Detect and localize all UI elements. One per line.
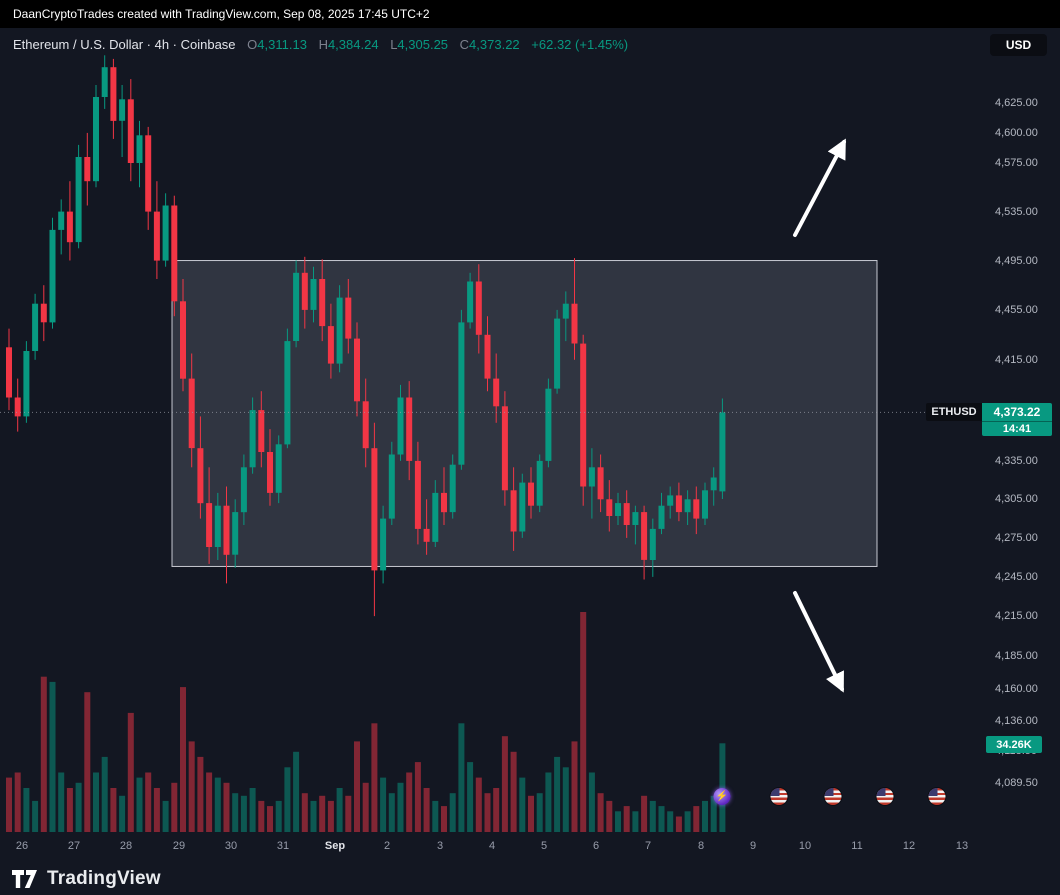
last-price-value: 4,373.22 (982, 403, 1052, 421)
time-label: 30 (224, 840, 238, 852)
last-price-badge: ETHUSD 4,373.22 (926, 403, 1052, 421)
price-tick: 4,160.00 (995, 683, 1038, 695)
high-value: 4,384.24 (327, 37, 379, 52)
time-label: 29 (172, 840, 186, 852)
price-tick: 4,089.50 (995, 777, 1038, 789)
change-value: +62.32 (+1.45%) (531, 37, 629, 52)
attribution-bar: DaanCryptoTrades created with TradingVie… (0, 0, 1060, 28)
price-tick: 4,185.00 (995, 650, 1038, 662)
price-tick: 4,575.00 (995, 157, 1038, 169)
time-label: 28 (119, 840, 133, 852)
time-label: 7 (644, 840, 652, 852)
close-label: C (459, 37, 470, 52)
footer-bar: TradingView (0, 862, 1060, 895)
symbol-chip: ETHUSD (926, 403, 982, 421)
bar-countdown: 14:41 (982, 421, 1052, 436)
price-tick: 4,335.00 (995, 455, 1038, 467)
time-label: 10 (798, 840, 812, 852)
volume-series (6, 612, 726, 832)
us-flag-icon[interactable] (876, 788, 894, 805)
us-flag-icon[interactable] (824, 788, 842, 805)
time-label: 11 (851, 840, 863, 852)
time-axis[interactable]: 26 27 28 29 30 31 Sep 2 3 4 5 6 7 8 9 10 11 12 13 (0, 832, 985, 862)
time-label: 12 (902, 840, 916, 852)
price-tick: 4,625.00 (995, 97, 1038, 109)
price-chart-canvas[interactable] (0, 28, 985, 832)
time-label: 3 (436, 840, 444, 852)
price-tick: 4,275.00 (995, 532, 1038, 544)
close-value: 4,373.22 (469, 37, 520, 52)
chart-legend: Ethereum / U.S. Dollar · 4h · Coinbase O… (13, 37, 628, 52)
open-label: O (247, 37, 258, 52)
time-label: 4 (488, 840, 496, 852)
attribution-text: DaanCryptoTrades created with TradingVie… (13, 7, 430, 21)
price-tick: 4,495.00 (995, 255, 1038, 267)
tradingview-logo-icon (12, 869, 37, 888)
currency-toggle-button[interactable]: USD (990, 34, 1047, 56)
tradingview-logo-text[interactable]: TradingView (47, 867, 161, 889)
time-label: 5 (540, 840, 548, 852)
high-label: H (318, 37, 328, 52)
price-tick: 4,136.00 (995, 715, 1038, 727)
time-label: 8 (697, 840, 705, 852)
price-tick: 4,415.00 (995, 354, 1038, 366)
time-label: Sep (324, 840, 346, 852)
time-label: 6 (592, 840, 600, 852)
time-label: 26 (15, 840, 29, 852)
time-label: 27 (67, 840, 81, 852)
open-value: 4,311.13 (257, 37, 307, 52)
price-tick: 4,600.00 (995, 127, 1038, 139)
symbol-title[interactable]: Ethereum / U.S. Dollar · 4h · Coinbase (13, 37, 236, 52)
lightning-spark-icon[interactable]: ⚡ (713, 788, 731, 805)
price-tick: 4,455.00 (995, 304, 1038, 316)
time-label: 9 (749, 840, 757, 852)
price-tick: 4,305.00 (995, 493, 1038, 505)
trend-arrow-up[interactable] (793, 138, 846, 237)
time-label: 31 (276, 840, 290, 852)
trend-arrow-down[interactable] (793, 591, 844, 693)
price-tick: 4,535.00 (995, 206, 1038, 218)
price-tick: 4,215.00 (995, 610, 1038, 622)
price-tick: 4,245.00 (995, 571, 1038, 583)
candlestick-series (6, 55, 726, 617)
time-label: 2 (383, 840, 391, 852)
time-label: 13 (955, 840, 969, 852)
chart-pane[interactable]: Ethereum / U.S. Dollar · 4h · Coinbase O… (0, 28, 1060, 862)
us-flag-icon[interactable] (770, 788, 788, 805)
volume-value-badge: 34.26K (986, 736, 1042, 753)
low-label: L (390, 37, 398, 52)
us-flag-icon[interactable] (928, 788, 946, 805)
low-value: 4,305.25 (397, 37, 449, 52)
